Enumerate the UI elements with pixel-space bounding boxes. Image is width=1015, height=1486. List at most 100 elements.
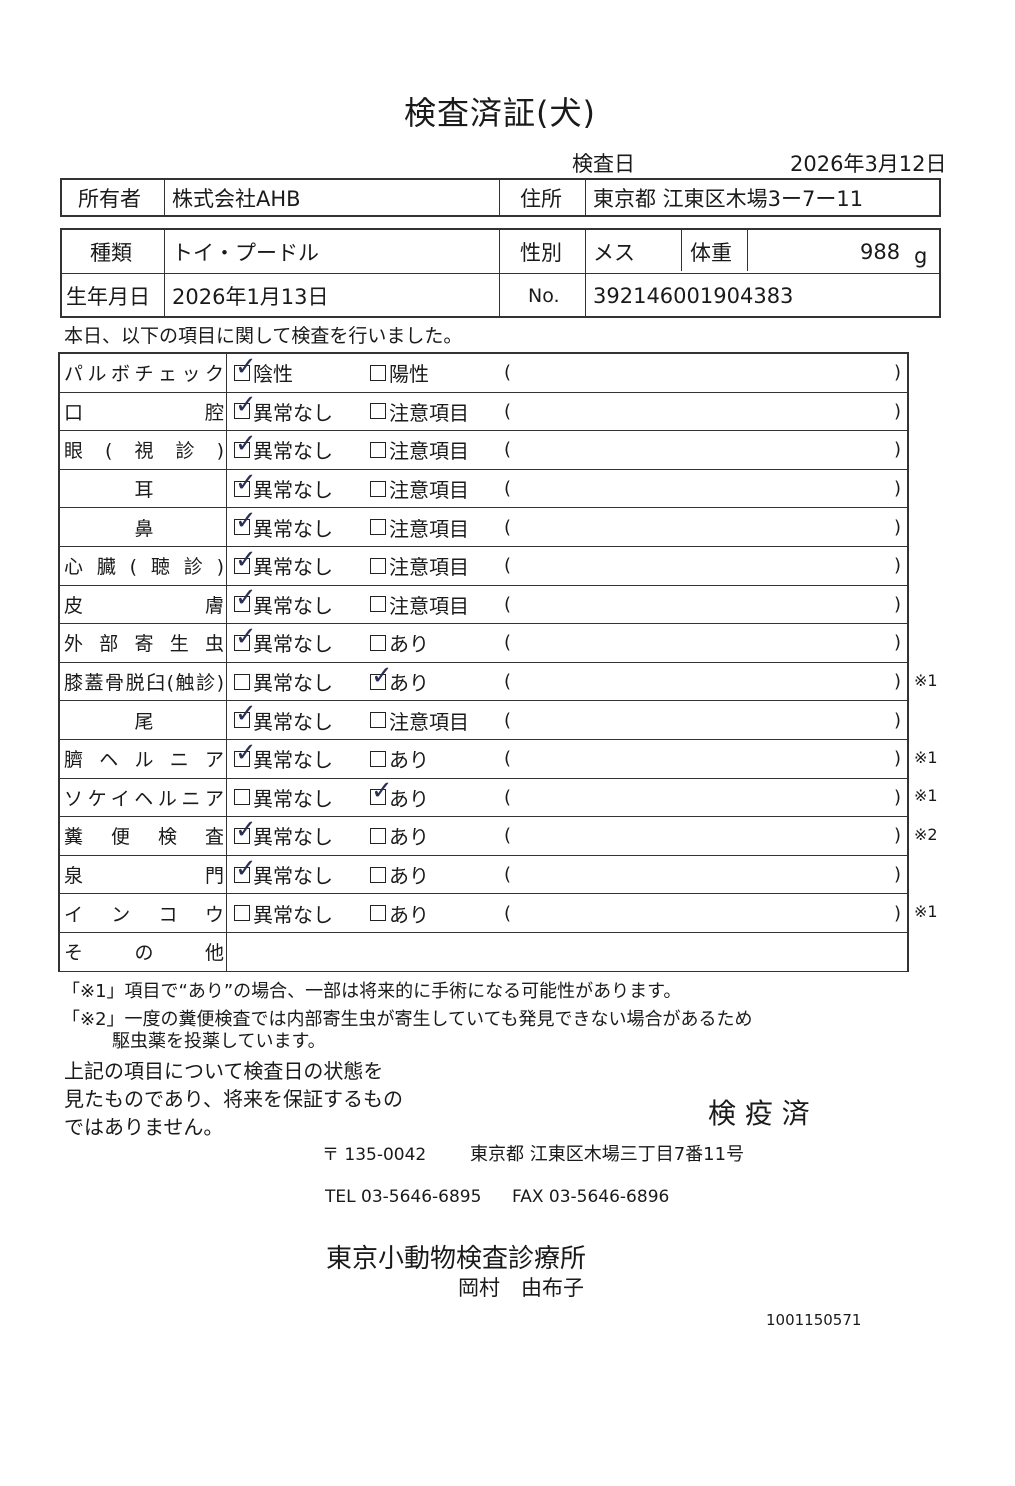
item-label: 糞便検査	[64, 817, 224, 855]
checkbox[interactable]	[370, 596, 386, 613]
checkbox[interactable]	[370, 519, 386, 536]
option-1[interactable]: ✓ 異常なし	[234, 583, 333, 624]
option-label: 異常なし	[253, 825, 333, 850]
checkbox[interactable]: ✓	[234, 468, 257, 498]
checkbox[interactable]: ✓	[370, 776, 393, 806]
item-label: その他	[64, 933, 224, 971]
option-2[interactable]: あり	[370, 856, 429, 894]
checkbox[interactable]	[370, 712, 386, 729]
option-label: あり	[389, 902, 429, 927]
checkbox[interactable]	[370, 557, 386, 574]
option-2[interactable]: ✓ あり	[370, 776, 429, 817]
checkbox[interactable]: ✓	[234, 545, 257, 575]
checkbox[interactable]	[370, 441, 386, 458]
checkbox[interactable]: ✓	[234, 622, 257, 652]
owner-box: 所有者 株式会社AHB 住所 東京都 江東区木場3ー7ー11	[60, 178, 941, 217]
checkbox[interactable]	[234, 789, 250, 806]
checkbox[interactable]	[370, 827, 386, 844]
option-2[interactable]: 注意項目	[370, 586, 469, 624]
item-label: 臍ヘルニア	[64, 740, 224, 778]
paren-close: )	[894, 864, 902, 886]
option-2[interactable]: あり	[370, 624, 429, 662]
option-1[interactable]: ✓ 異常なし	[234, 854, 333, 894]
checkbox[interactable]: ✓	[234, 815, 257, 845]
item-label-text: 膝蓋骨脱臼(触診)	[64, 672, 224, 695]
option-1[interactable]: ✓ 異常なし	[234, 738, 333, 778]
checkbox[interactable]	[370, 866, 386, 883]
checkbox[interactable]	[370, 480, 386, 497]
option-1[interactable]: ✓ 異常なし	[234, 622, 333, 662]
option-2[interactable]: 陽性	[370, 354, 429, 392]
option-label: 注意項目	[389, 478, 469, 503]
checkbox[interactable]: ✓	[370, 661, 393, 691]
footnote-2: 「※2」一度の糞便検査では内部寄生虫が寄生していても発見できない場合があるため	[62, 1009, 753, 1030]
option-2[interactable]: ✓ あり	[370, 661, 429, 701]
checkbox[interactable]	[234, 673, 250, 690]
item-label-text: ソケイヘルニア	[64, 787, 224, 810]
checkmark-icon: ✓	[235, 737, 257, 768]
checkbox[interactable]: ✓	[234, 699, 257, 729]
paren-close: )	[894, 439, 902, 461]
option-2[interactable]: 注意項目	[370, 470, 469, 508]
checkbox[interactable]: ✓	[234, 352, 257, 382]
checkbox[interactable]: ✓	[234, 854, 257, 884]
checkbox[interactable]: ✓	[234, 390, 257, 420]
item-label: インコウ	[64, 894, 224, 932]
item-label-text: 糞便検査	[64, 826, 224, 849]
checkmark-icon: ✓	[235, 390, 257, 421]
checkmark-icon: ✓	[235, 544, 257, 575]
item-label-text: 皮膚	[64, 594, 224, 617]
checkbox[interactable]: ✓	[234, 583, 257, 613]
checkbox[interactable]: ✓	[234, 738, 257, 768]
option-2[interactable]: 注意項目	[370, 393, 469, 431]
checkmark-icon: ✓	[235, 853, 257, 884]
option-1[interactable]: 異常なし	[234, 894, 333, 932]
option-1[interactable]: ✓ 異常なし	[234, 429, 333, 469]
option-2[interactable]: あり	[370, 894, 429, 932]
paren-close: )	[894, 478, 902, 500]
footnote-2-cont: 駆虫薬を投薬しています。	[112, 1031, 326, 1052]
option-1[interactable]: 異常なし	[234, 779, 333, 817]
option-2[interactable]: 注意項目	[370, 547, 469, 585]
option-2[interactable]: あり	[370, 740, 429, 778]
option-label: 注意項目	[389, 555, 469, 580]
birth-label: 生年月日	[66, 285, 150, 309]
paren-close: )	[894, 632, 902, 654]
option-1[interactable]: ✓ 陰性	[234, 352, 293, 392]
option-1[interactable]: 異常なし	[234, 663, 333, 701]
paren-close: )	[894, 825, 902, 847]
intro-text: 本日、以下の項目に関して検査を行いました。	[64, 325, 463, 347]
checklist-row: 口腔 ✓ 異常なし 注意項目 ()	[60, 390, 907, 432]
option-2[interactable]: 注意項目	[370, 701, 469, 739]
option-label: 注意項目	[389, 400, 469, 425]
option-1[interactable]: ✓ 異常なし	[234, 390, 333, 431]
checkbox[interactable]: ✓	[234, 429, 257, 459]
option-2[interactable]: あり	[370, 817, 429, 855]
option-2[interactable]: 注意項目	[370, 431, 469, 469]
checkbox[interactable]: ✓	[234, 506, 257, 536]
checkmark-icon: ✓	[235, 621, 257, 652]
weight-unit: g	[914, 243, 928, 268]
option-label: 異常なし	[253, 902, 333, 927]
checkbox[interactable]	[370, 403, 386, 420]
paren-open: (	[504, 593, 512, 615]
no-label: No.	[528, 285, 560, 307]
checkbox[interactable]	[370, 905, 386, 922]
serial-number: 1001150571	[766, 1311, 862, 1329]
option-1[interactable]: ✓ 異常なし	[234, 468, 333, 508]
option-1[interactable]: ✓ 異常なし	[234, 815, 333, 855]
checkmark-icon: ✓	[235, 428, 257, 459]
checkbox[interactable]	[234, 905, 250, 922]
clinic-fax: FAX 03-5646-6896	[512, 1187, 670, 1207]
checkbox[interactable]	[370, 364, 386, 381]
paren-open: (	[504, 825, 512, 847]
checkbox[interactable]	[370, 634, 386, 651]
option-label: あり	[389, 864, 429, 889]
option-1[interactable]: ✓ 異常なし	[234, 506, 333, 546]
option-2[interactable]: 注意項目	[370, 508, 469, 546]
option-1[interactable]: ✓ 異常なし	[234, 699, 333, 739]
checklist-row: 皮膚 ✓ 異常なし 注意項目 ()	[60, 583, 907, 625]
paren-close: )	[894, 902, 902, 924]
checkbox[interactable]	[370, 750, 386, 767]
option-1[interactable]: ✓ 異常なし	[234, 545, 333, 585]
